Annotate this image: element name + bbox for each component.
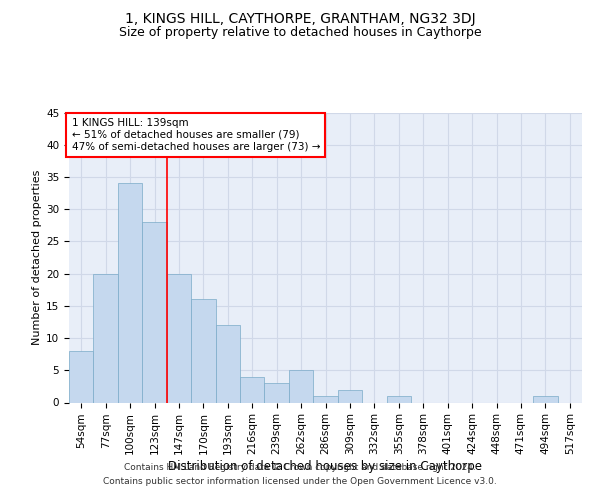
Bar xyxy=(533,396,557,402)
Bar xyxy=(69,351,94,403)
X-axis label: Distribution of detached houses by size in Caythorpe: Distribution of detached houses by size … xyxy=(169,460,482,473)
Bar xyxy=(386,396,411,402)
Bar xyxy=(338,390,362,402)
Y-axis label: Number of detached properties: Number of detached properties xyxy=(32,170,42,345)
Bar xyxy=(142,222,167,402)
Bar xyxy=(94,274,118,402)
Text: Size of property relative to detached houses in Caythorpe: Size of property relative to detached ho… xyxy=(119,26,481,39)
Bar xyxy=(289,370,313,402)
Text: Contains public sector information licensed under the Open Government Licence v3: Contains public sector information licen… xyxy=(103,477,497,486)
Bar xyxy=(313,396,338,402)
Bar xyxy=(265,383,289,402)
Text: Contains HM Land Registry data © Crown copyright and database right 2024.: Contains HM Land Registry data © Crown c… xyxy=(124,464,476,472)
Text: 1, KINGS HILL, CAYTHORPE, GRANTHAM, NG32 3DJ: 1, KINGS HILL, CAYTHORPE, GRANTHAM, NG32… xyxy=(125,12,475,26)
Bar xyxy=(191,300,215,403)
Bar xyxy=(240,376,265,402)
Text: 1 KINGS HILL: 139sqm
← 51% of detached houses are smaller (79)
47% of semi-detac: 1 KINGS HILL: 139sqm ← 51% of detached h… xyxy=(71,118,320,152)
Bar xyxy=(167,274,191,402)
Bar xyxy=(215,325,240,402)
Bar xyxy=(118,184,142,402)
